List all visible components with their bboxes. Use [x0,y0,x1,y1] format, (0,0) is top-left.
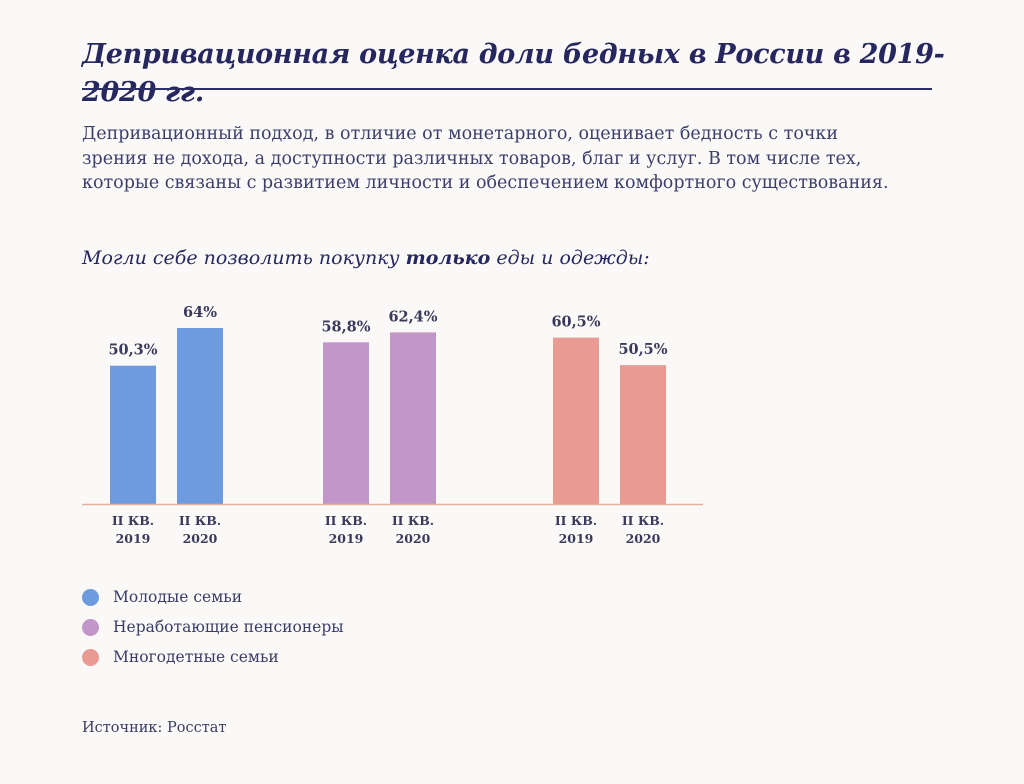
subtitle-text-after: еды и одежды: [490,247,650,269]
page-title: Депривационная оценка доли бедных в Росс… [82,39,945,108]
x-tick-label: 2020 [396,531,431,546]
intro-line: которые связаны с развитием личности и о… [82,173,889,193]
x-tick-label: 2019 [559,531,594,546]
subtitle-text-bold: только [405,247,491,269]
legend-label: Неработающие пенсионеры [113,618,344,636]
x-tick-label: II КВ. [112,513,154,528]
intro-line: зрения не дохода, а доступности различны… [82,148,862,169]
x-tick-label: II КВ. [622,513,664,528]
bar-3-2 [620,365,666,504]
legend-item-young-families: Молодые семьи [82,582,344,612]
intro-paragraph: Депривационный подход, в отличие от моне… [82,122,922,196]
legend-swatch-pensioners [82,618,99,636]
x-tick-label: 2020 [183,531,218,546]
chart-legend: Молодые семьи Неработающие пенсионеры Мн… [82,582,344,672]
legend-swatch-young-families [82,588,99,606]
x-tick-label: II КВ. [325,513,367,528]
data-label: 58,8% [321,318,370,335]
x-tick-label: 2019 [329,531,364,546]
data-label: 50,5% [618,341,667,358]
source-note: Источник: Росстат [82,720,227,736]
legend-item-large-families: Многодетные семьи [82,642,344,672]
bar-2-2 [390,332,436,504]
x-tick-label: 2020 [626,531,661,546]
data-label: 50,3% [108,342,157,359]
legend-label: Молодые семьи [113,588,243,606]
intro-line: Депривационный подход, в отличие от моне… [82,124,839,144]
legend-label: Многодетные семьи [113,648,279,666]
bar-3-1 [553,337,599,504]
data-label: 64% [183,304,217,321]
subtitle-text-before: Могли себе позволить покупку [82,247,406,269]
x-tick-label: II КВ. [392,513,434,528]
legend-swatch-large-families [82,648,99,666]
bar-1-1 [110,365,156,504]
x-tick-label: II КВ. [555,513,597,528]
x-tick-label: II КВ. [179,513,221,528]
title-divider [82,88,932,90]
chart-subtitle: Могли себе позволить покупку только еды … [82,244,882,272]
data-label: 60,5% [551,314,600,331]
x-tick-label: 2019 [116,531,151,546]
bar-2-1 [323,342,369,504]
data-label: 62,4% [388,308,437,325]
legend-item-pensioners: Неработающие пенсионеры [82,612,344,642]
bar-1-2 [177,328,223,504]
